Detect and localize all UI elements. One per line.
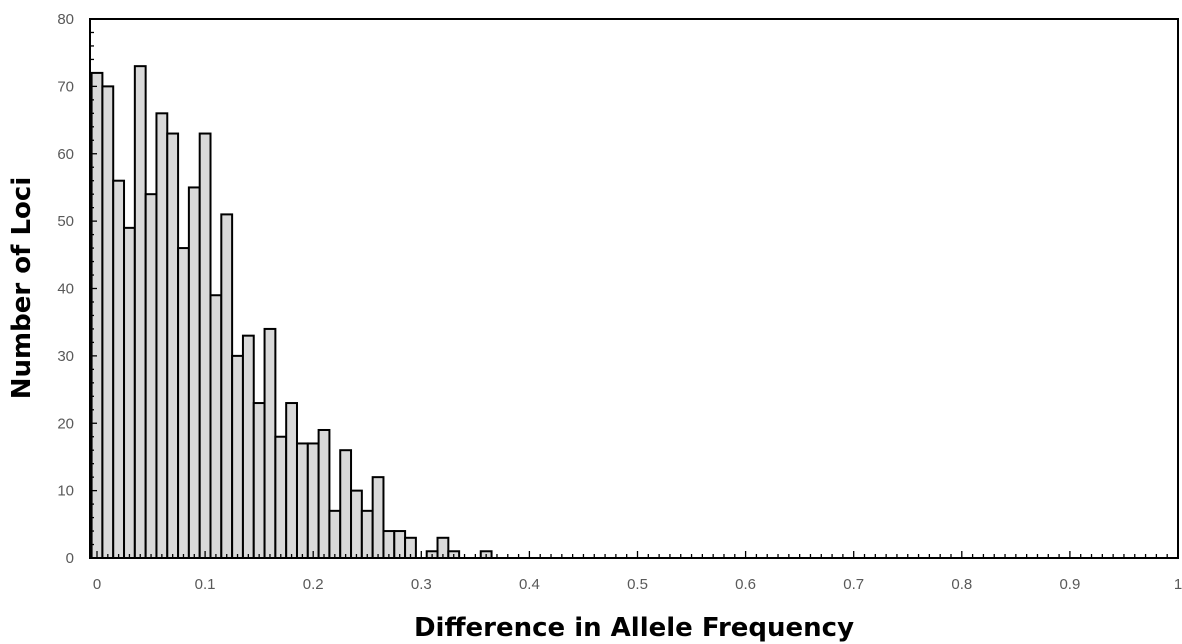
bar-13 [231,354,244,560]
y-tick-label: 50 [57,213,74,230]
bar-3 [123,226,136,560]
bar-11 [209,294,223,559]
x-axis-title: Difference in Allele Frequency [414,613,854,643]
y-tick-label: 0 [66,550,74,567]
bar-14 [241,334,255,559]
bar-25 [360,509,374,559]
x-tick-label: 0.4 [519,576,540,593]
bar-20 [306,442,320,559]
bar-4 [133,65,147,559]
bar-22 [328,509,342,559]
x-tick-label: 0.5 [627,576,648,593]
bar-27 [382,530,396,559]
bar-28 [393,530,407,559]
bar-12 [220,213,234,559]
y-tick-label: 40 [57,281,74,298]
y-axis-title: Number of Loci [7,177,37,399]
bar-15 [252,402,266,560]
bar-24 [350,489,363,560]
x-tick-label: 0.2 [303,576,324,593]
bars-group [90,65,493,560]
x-tick-label: 0.3 [411,576,432,593]
x-tick-label: 1 [1174,576,1182,593]
bar-17 [274,435,288,560]
x-tick-label: 0.7 [843,576,864,593]
bar-23 [339,449,353,560]
bar-7 [166,132,180,559]
y-tick-label: 30 [57,348,74,365]
y-tick-labels: 0 10 20 30 40 50 60 70 80 [57,11,74,567]
x-tick-label: 0 [93,576,101,593]
x-tick-labels: 0 0.1 0.2 0.3 0.4 0.5 0.6 0.7 0.8 0.9 1 [93,576,1182,593]
x-tick-label: 0.6 [735,576,756,593]
x-tick-label: 0.9 [1059,576,1080,593]
x-tick-label: 0.8 [951,576,972,593]
plot-area-frame [89,18,1179,559]
x-tick-label: 0.1 [195,576,216,593]
bar-9 [187,186,201,559]
bar-16 [263,327,277,559]
bar-6 [155,112,169,559]
bar-26 [371,476,385,559]
bar-2 [112,179,126,559]
bar-19 [295,442,309,559]
bar-8 [177,247,190,559]
bar-18 [285,402,298,560]
bar-10 [198,132,212,559]
y-tick-label: 10 [57,483,74,500]
y-tick-label: 70 [57,78,74,95]
bar-21 [317,428,331,559]
y-tick-label: 60 [57,146,74,163]
bar-1 [101,85,115,560]
bar-5 [144,193,158,559]
y-tick-label: 20 [57,415,74,432]
y-tick-label: 80 [57,11,74,28]
